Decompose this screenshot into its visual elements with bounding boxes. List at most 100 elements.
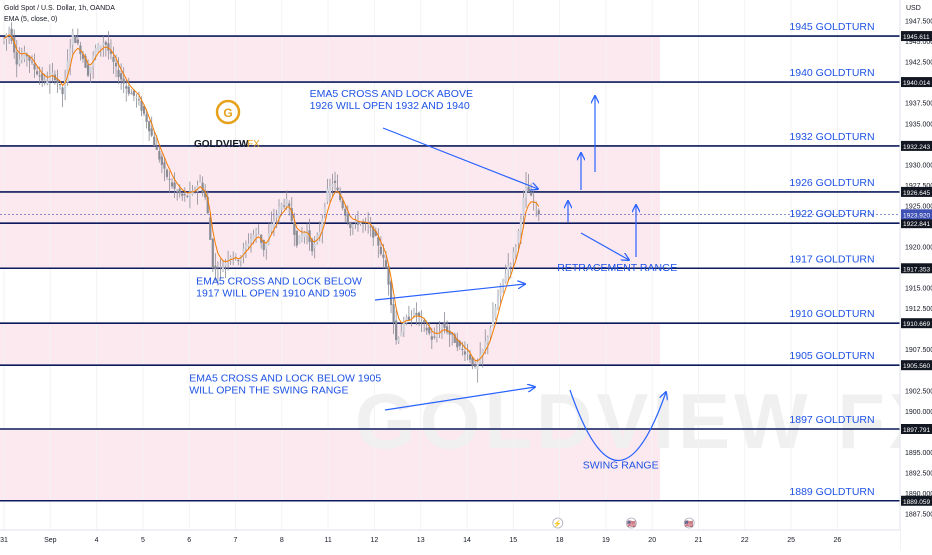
- logo-mark-icon: [215, 99, 241, 125]
- level-price-tag: [901, 263, 932, 274]
- us-flag-event-glyph: 🇺🇸: [627, 520, 636, 528]
- candle-body: [486, 336, 489, 343]
- level-label: 1905 GOLDTURN: [789, 350, 874, 362]
- us-flag-event-icon[interactable]: [683, 517, 695, 529]
- candle-body: [502, 279, 505, 286]
- candle-body: [28, 56, 31, 61]
- candle-body: [412, 310, 416, 316]
- candle-body: [428, 326, 431, 334]
- x-tick-label: 14: [463, 537, 471, 544]
- candle-body: [122, 78, 125, 84]
- candle-body: [435, 334, 439, 337]
- candle-body: [519, 218, 523, 233]
- candle-body: [94, 48, 97, 56]
- candle-body: [443, 322, 446, 328]
- current-price-tag: [901, 209, 932, 220]
- annotation-line: WILL OPEN THE SWING RANGE: [189, 384, 348, 396]
- x-tick-label: 19: [602, 537, 610, 544]
- level-price-tag: [901, 186, 932, 197]
- candle-body: [481, 349, 484, 357]
- highlight-band: [0, 36, 660, 83]
- annotation-text: RETRACEMENT RANGE: [557, 262, 677, 274]
- candle-body: [140, 100, 143, 111]
- x-tick-label: 26: [834, 537, 842, 544]
- candle-body: [135, 97, 138, 99]
- y-tick-label: 1892.500: [905, 470, 932, 477]
- candle-body: [356, 222, 360, 225]
- candle-body: [117, 69, 120, 77]
- candle-body: [125, 86, 128, 89]
- y-tick-label: 1902.500: [905, 388, 932, 395]
- arrow-down-retrace: [580, 232, 629, 260]
- candle-body: [46, 81, 49, 84]
- candle-body: [384, 260, 388, 268]
- x-tick-label: 21: [695, 537, 703, 544]
- candle-body: [109, 50, 113, 54]
- ema-line: [3, 34, 540, 362]
- candle-body: [374, 231, 377, 236]
- candle-body: [471, 357, 474, 367]
- y-tick-label: 1890.000: [905, 491, 932, 498]
- candle-body: [270, 223, 273, 232]
- candle-body: [410, 317, 413, 319]
- candle-body: [71, 31, 74, 45]
- candle-body: [496, 296, 500, 308]
- candle-body: [489, 328, 492, 337]
- candle-body: [293, 222, 296, 235]
- candle-body: [364, 222, 367, 224]
- annotation-text: EMA5 CROSS AND LOCK ABOVE 1926 WILL OPEN …: [310, 88, 473, 112]
- candle-body: [74, 36, 77, 43]
- time-axis-bg: [0, 530, 900, 550]
- candle-body: [397, 338, 400, 342]
- candle-body: [535, 204, 538, 206]
- candle-body: [36, 71, 39, 75]
- x-tick-label: 5: [141, 537, 145, 544]
- candle-body: [23, 51, 26, 60]
- candle-body: [239, 256, 242, 262]
- candle-body: [283, 205, 286, 207]
- candle-body: [476, 361, 479, 370]
- candle-body: [198, 181, 202, 183]
- level-label: 1926 GOLDTURN: [789, 177, 874, 189]
- candle-body: [430, 336, 433, 340]
- annotation-line: EMA5 CROSS AND LOCK ABOVE: [310, 88, 473, 100]
- candle-body: [517, 230, 520, 243]
- candle-body: [448, 330, 451, 335]
- us-flag-event-icon[interactable]: [625, 517, 637, 529]
- lightning-event-icon[interactable]: [552, 517, 564, 529]
- candle-body: [537, 210, 540, 215]
- x-tick-label: 4: [95, 537, 99, 544]
- level-label: 1910 GOLDTURN: [789, 308, 874, 320]
- candle-body: [328, 186, 332, 194]
- candle-body: [466, 352, 469, 354]
- candle-body: [160, 156, 163, 165]
- y-tick-label: 1895.000: [905, 450, 932, 457]
- x-tick-label: 20: [648, 537, 656, 544]
- candle-body: [367, 224, 370, 226]
- candle-body: [453, 334, 456, 343]
- candle-body: [417, 312, 421, 317]
- y-tick-label: 1945.000: [905, 39, 932, 46]
- annotation-text: SWING RANGE: [583, 459, 659, 471]
- candle-body: [38, 75, 41, 77]
- candle-body: [400, 331, 403, 337]
- candle-body: [321, 218, 324, 232]
- candle-body: [25, 54, 29, 57]
- candle-body: [425, 327, 428, 331]
- candle-body: [214, 265, 217, 270]
- level-label: 1940 GOLDTURN: [789, 67, 874, 79]
- candle-body: [344, 208, 347, 216]
- logo-letter: G: [223, 106, 232, 120]
- candle-body: [341, 200, 344, 209]
- indicator-legend[interactable]: EMA (5, close, 0): [4, 16, 58, 23]
- candle-body: [265, 243, 268, 250]
- level-price-tag: [901, 218, 932, 229]
- symbol-title[interactable]: Gold Spot / U.S. Dollar, 1h, OANDA: [4, 5, 115, 12]
- candle-body: [201, 182, 204, 193]
- candle-body: [333, 180, 337, 183]
- candle-body: [349, 222, 352, 229]
- annotation-line: 1926 WILL OPEN 1932 AND 1940: [310, 100, 470, 112]
- candle-body: [58, 83, 62, 86]
